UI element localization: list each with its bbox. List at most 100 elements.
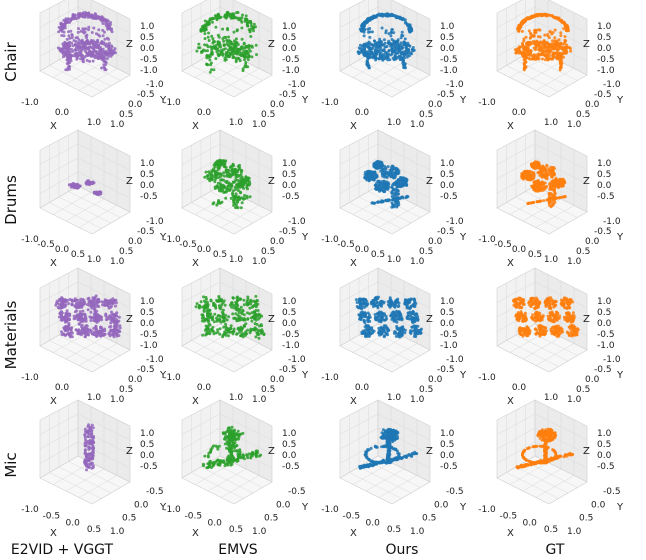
data-point xyxy=(371,52,375,56)
data-point xyxy=(242,303,246,307)
y-tick-label: -0.5 xyxy=(594,90,612,100)
data-point xyxy=(557,17,560,21)
data-point xyxy=(363,49,367,53)
z-axis-label: Z xyxy=(268,314,275,325)
y-tick-label: 0.5 xyxy=(419,247,433,257)
y-axis-label: Y xyxy=(459,95,467,106)
data-point xyxy=(406,311,410,315)
data-point xyxy=(559,53,563,56)
data-point xyxy=(395,42,398,45)
data-point xyxy=(227,174,231,178)
y-tick-label: 0.5 xyxy=(576,247,590,257)
data-point xyxy=(222,44,226,47)
data-point xyxy=(542,199,546,203)
x-tick-label: -0.5 xyxy=(37,240,55,250)
data-point xyxy=(223,13,227,17)
data-point xyxy=(549,197,553,201)
data-point xyxy=(384,199,388,202)
data-point xyxy=(236,299,240,302)
data-point xyxy=(100,40,104,44)
x-tick-label: 1.0 xyxy=(387,118,402,128)
grid-line xyxy=(378,68,418,91)
data-point xyxy=(399,176,403,180)
data-point xyxy=(101,22,105,25)
data-point xyxy=(236,313,240,317)
y-tick-label: 0.5 xyxy=(261,247,275,257)
data-point xyxy=(99,334,103,338)
z-tick-label: 0.0 xyxy=(140,181,155,191)
data-point xyxy=(99,325,103,329)
data-point xyxy=(558,60,562,64)
y-tick-label: -0.5 xyxy=(137,365,155,375)
data-point xyxy=(366,53,370,57)
x-tick-label: 0.0 xyxy=(512,245,527,255)
data-point xyxy=(536,179,540,183)
data-point xyxy=(89,303,93,307)
data-point xyxy=(65,49,69,53)
data-point xyxy=(383,57,387,61)
data-point xyxy=(228,188,231,192)
data-point xyxy=(385,14,389,18)
data-point xyxy=(546,45,550,49)
data-point xyxy=(206,63,210,67)
data-point xyxy=(89,316,93,320)
data-point xyxy=(111,297,115,301)
data-point xyxy=(397,314,400,318)
data-point xyxy=(212,45,216,49)
data-point xyxy=(117,330,121,334)
data-point xyxy=(390,191,394,195)
data-point xyxy=(554,15,557,19)
data-point xyxy=(531,201,535,204)
data-point xyxy=(74,298,78,302)
data-point xyxy=(556,48,560,52)
data-point xyxy=(246,58,250,62)
data-point xyxy=(236,175,240,179)
data-point xyxy=(231,312,235,316)
data-point xyxy=(91,16,95,20)
panel-0-0: 1.00.50.0-0.5-1.0Z-1.00.01.0X 1.00.50.0-0… xyxy=(21,0,167,132)
data-point xyxy=(557,38,561,42)
data-point xyxy=(234,42,238,46)
data-point xyxy=(363,325,367,329)
z-tick-label: -0.5 xyxy=(282,330,300,340)
data-point xyxy=(206,303,210,307)
data-point xyxy=(533,31,537,35)
data-point xyxy=(236,304,240,308)
data-point xyxy=(383,41,387,45)
data-point xyxy=(247,28,251,32)
data-point xyxy=(218,15,221,19)
y-tick-label: 1.0 xyxy=(110,395,125,405)
data-point xyxy=(229,324,233,328)
data-point xyxy=(533,188,537,192)
data-point xyxy=(218,327,222,331)
data-point xyxy=(232,15,236,19)
data-point xyxy=(368,176,372,180)
data-point xyxy=(395,205,399,209)
data-point xyxy=(393,302,397,306)
data-point xyxy=(210,171,213,175)
data-point xyxy=(399,196,403,200)
data-point xyxy=(228,165,232,169)
data-point xyxy=(109,44,113,48)
z-tick-label: 0.5 xyxy=(140,33,154,43)
data-point xyxy=(84,34,88,38)
data-point xyxy=(224,196,228,200)
data-point xyxy=(239,176,243,180)
data-point xyxy=(70,36,74,40)
data-point xyxy=(412,48,416,52)
data-point xyxy=(210,174,214,177)
data-point xyxy=(61,332,65,336)
data-point xyxy=(59,310,63,314)
data-point xyxy=(103,60,107,64)
z-tick-label: 0.5 xyxy=(597,170,611,180)
data-point xyxy=(215,171,219,175)
data-point xyxy=(80,38,84,42)
z-tick-label: -0.5 xyxy=(140,330,158,340)
data-point xyxy=(391,168,395,172)
data-point xyxy=(565,46,569,50)
data-point xyxy=(378,182,382,186)
z-tick-label: 1.0 xyxy=(282,159,297,169)
data-point xyxy=(105,22,109,26)
data-point xyxy=(214,25,218,29)
data-point xyxy=(402,40,406,44)
